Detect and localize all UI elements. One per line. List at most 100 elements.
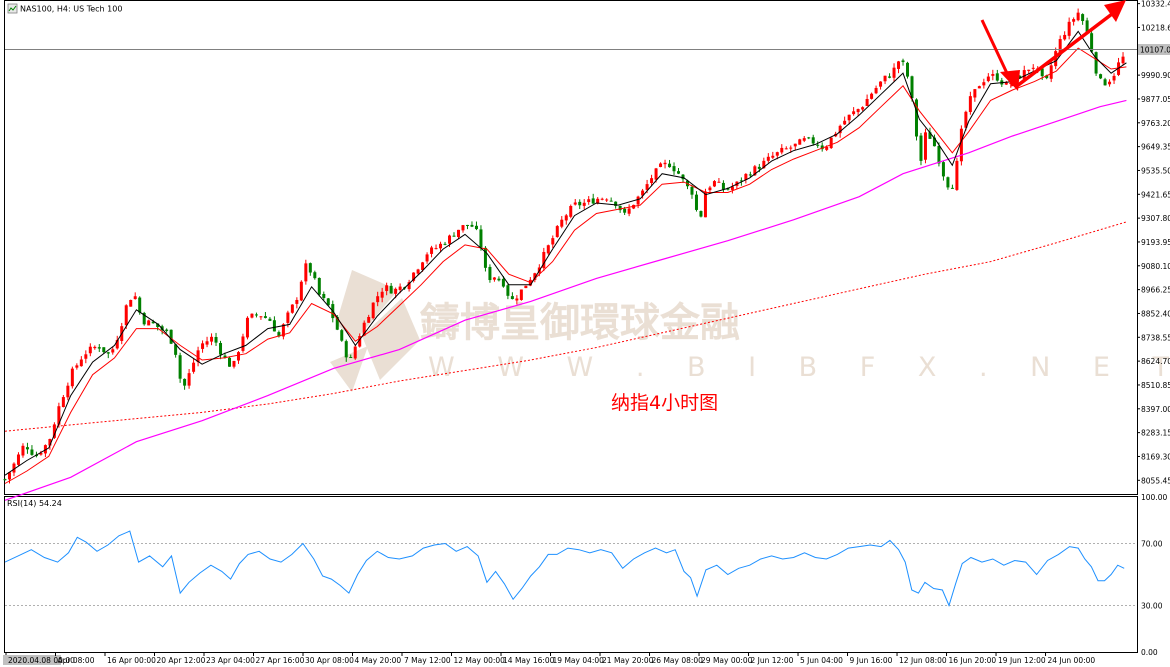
candle-body <box>290 304 294 313</box>
candle-body <box>304 263 308 282</box>
chart-icon <box>7 3 18 14</box>
candle-body <box>488 266 492 281</box>
candle-body <box>897 61 901 69</box>
candle-body <box>739 180 743 182</box>
candle-body <box>928 132 932 139</box>
candle-body <box>973 89 977 98</box>
candle-body <box>771 155 775 158</box>
candle-body <box>555 226 559 237</box>
candle-body <box>75 365 79 368</box>
candle-body <box>1076 12 1080 21</box>
symbol-title: NAS100, H4: US Tech 100 <box>20 5 122 14</box>
candle-body <box>618 205 622 211</box>
candle-body <box>968 96 972 113</box>
candle-body <box>1004 82 1008 85</box>
candle-body <box>281 324 285 337</box>
candle-body <box>254 314 258 316</box>
candle-body <box>398 286 402 290</box>
candle-body <box>694 194 698 210</box>
price-tick-label: 9080.10 <box>1141 262 1170 271</box>
candle-body <box>991 74 995 76</box>
time-tick-label: 16 Apr 00:00 <box>107 656 156 665</box>
candle-body <box>964 111 968 128</box>
candle-body <box>1058 39 1062 53</box>
candle-body <box>636 196 640 205</box>
time-tick-label: 30 Apr 08:00 <box>305 656 354 665</box>
candle-body <box>39 452 43 455</box>
candle-body <box>1063 34 1067 40</box>
candle-body <box>726 188 730 190</box>
price-tick-label: 9877.05 <box>1141 95 1170 104</box>
candle-body <box>910 76 914 99</box>
price-tick-label: 8397.00 <box>1141 405 1170 414</box>
candle-body <box>914 99 918 137</box>
candle-body <box>115 339 119 349</box>
price-tick-label: 9193.95 <box>1141 238 1170 247</box>
candle-body <box>879 81 883 87</box>
candle-body <box>672 166 676 172</box>
candle-body <box>250 313 254 318</box>
candle-body <box>174 344 178 355</box>
candle-body <box>681 174 685 180</box>
candle-body <box>389 285 393 294</box>
current-price-label: 10107.00 <box>1140 46 1170 55</box>
candle-body <box>241 336 245 351</box>
candle-body <box>1085 20 1089 33</box>
watermark-chinese: 鑄博皇御環球金融 <box>419 300 740 346</box>
candle-body <box>30 449 34 455</box>
symbol-header: NAS100, H4: US Tech 100 <box>7 3 122 14</box>
candle-body <box>596 198 600 204</box>
current-price-box <box>1138 44 1170 55</box>
price-tick-label: 9307.80 <box>1141 214 1170 223</box>
rsi-tick-label: 0.00 <box>1141 648 1158 657</box>
candle-body <box>807 137 811 139</box>
candle-body <box>79 359 83 367</box>
candle-body <box>178 355 182 379</box>
candle-body <box>757 166 761 169</box>
time-tick-label: 9 Jun 16:00 <box>850 656 893 665</box>
candle-body <box>542 251 546 269</box>
candle-body <box>259 316 263 318</box>
price-tick-label: 8966.25 <box>1141 286 1170 295</box>
candle-body <box>784 148 788 150</box>
candle-body <box>147 320 151 326</box>
candle-body <box>591 198 595 204</box>
candle-body <box>721 182 725 190</box>
time-tick-label: 20 Apr 12:00 <box>157 656 206 665</box>
candle-body <box>223 355 227 358</box>
candle-body <box>506 285 510 296</box>
price-tick-label: 8624.70 <box>1141 357 1170 366</box>
candle-body <box>124 305 128 326</box>
candle-body <box>196 350 200 363</box>
candle-body <box>142 312 146 325</box>
time-tick-label: 19 Jun 12:00 <box>998 656 1046 665</box>
annotation-text: 纳指4小时图 <box>611 392 718 414</box>
candle-body <box>479 229 483 248</box>
candle-body <box>578 201 582 206</box>
candle-body <box>48 439 52 446</box>
time-tick-label: 24 Jun 00:00 <box>1048 656 1096 665</box>
candle-body <box>61 397 65 408</box>
candle-body <box>923 132 927 160</box>
candle-body <box>25 447 29 450</box>
candle-body <box>129 299 133 307</box>
price-tick-label: 8738.55 <box>1141 333 1170 342</box>
candle-body <box>236 352 240 361</box>
candle-body <box>497 278 501 281</box>
candle-body <box>43 445 47 454</box>
candle-body <box>317 277 321 295</box>
candle-body <box>551 238 555 245</box>
candle-body <box>245 317 249 338</box>
rsi-tick-label: 30.00 <box>1141 602 1163 611</box>
candle-body <box>84 354 88 359</box>
candle-body <box>573 202 577 205</box>
candle-body <box>847 114 851 121</box>
candle-body <box>219 343 223 355</box>
candle-body <box>775 152 779 156</box>
candle-body <box>133 296 137 300</box>
candle-body <box>609 200 613 202</box>
candle-body <box>865 98 869 107</box>
candle-body <box>1108 81 1112 85</box>
candle-body <box>780 147 784 153</box>
